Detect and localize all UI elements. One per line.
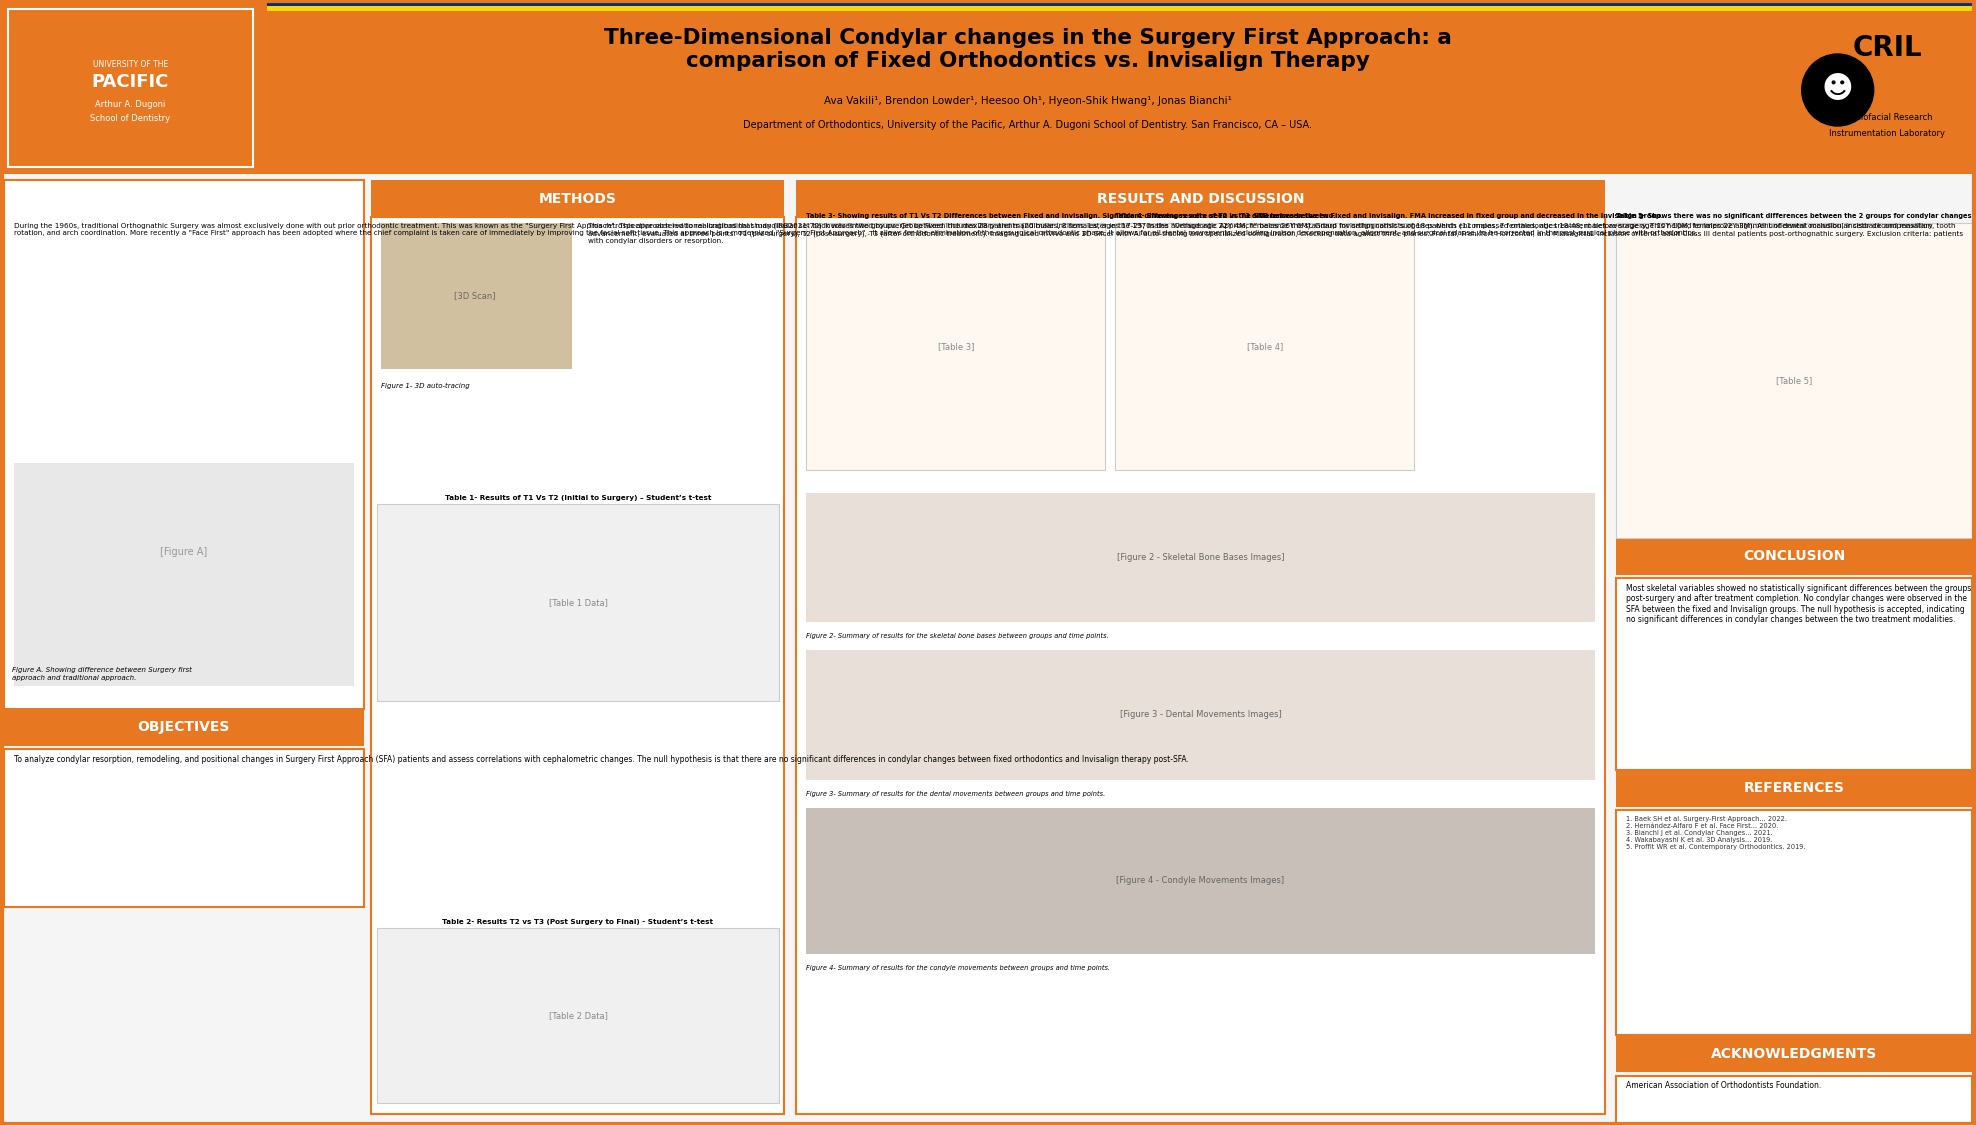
Text: [Figure 3 - Dental Movements Images]: [Figure 3 - Dental Movements Images] [1120,711,1280,720]
Text: Ava Vakili¹, Brendon Lowder¹, Heesoo Oh¹, Hyeon-Shik Hwang¹, Jonas Bianchi¹: Ava Vakili¹, Brendon Lowder¹, Heesoo Oh¹… [824,96,1231,106]
Text: BACKGROUND: BACKGROUND [128,191,239,206]
Text: During the 1960s, traditional Orthognathic Surgery was almost exclusively done w: During the 1960s, traditional Orthognath… [14,223,1956,236]
FancyBboxPatch shape [377,928,779,1102]
Text: [Table 3]: [Table 3] [937,342,974,351]
FancyBboxPatch shape [806,650,1595,780]
FancyBboxPatch shape [1616,770,1972,807]
Text: [Table 2 Data]: [Table 2 Data] [549,1010,607,1019]
Text: This retrospective observational longitudinal study (IRB2021-70) involves two gr: This retrospective observational longitu… [587,223,1962,244]
Circle shape [1802,54,1873,126]
Text: PACIFIC: PACIFIC [91,72,170,90]
Text: Figure A. Showing difference between Surgery first
approach and traditional appr: Figure A. Showing difference between Sur… [12,667,192,681]
Text: [Table 1 Data]: [Table 1 Data] [549,598,607,608]
Text: Table 5- Shows there was no significant differences between the 2 groups for con: Table 5- Shows there was no significant … [1616,214,1976,219]
Text: CONCLUSION: CONCLUSION [1743,549,1846,564]
FancyBboxPatch shape [377,504,779,701]
FancyBboxPatch shape [1616,1076,1972,1125]
FancyBboxPatch shape [806,223,1105,470]
FancyBboxPatch shape [1616,1035,1972,1072]
FancyBboxPatch shape [796,217,1605,1114]
Text: 1. Baek SH et al. Surgery-First Approach... 2022.
2. Hernández-Alfaro F et al. F: 1. Baek SH et al. Surgery-First Approach… [1626,816,1806,849]
Text: Instrumentation Laboratory: Instrumentation Laboratory [1830,129,1944,138]
FancyBboxPatch shape [1114,223,1415,470]
FancyBboxPatch shape [4,709,364,746]
Text: [Table 4]: [Table 4] [1247,342,1282,351]
Text: Figure 4- Summary of results for the condyle movements between groups and time p: Figure 4- Summary of results for the con… [806,965,1111,971]
Text: Table 2- Results T2 vs T3 (Post Surgery to Final) - Student’s t-test: Table 2- Results T2 vs T3 (Post Surgery … [443,919,713,925]
Text: Table 1- Results of T1 Vs T2 (Initial to Surgery) – Student’s t-test: Table 1- Results of T1 Vs T2 (Initial to… [445,495,711,501]
Text: [Table 5]: [Table 5] [1776,376,1812,385]
FancyBboxPatch shape [796,180,1605,217]
Text: School of Dentistry: School of Dentistry [91,114,170,123]
Text: Figure 2- Summary of results for the skeletal bone bases between groups and time: Figure 2- Summary of results for the ske… [806,633,1109,639]
Text: Table 4- Showing results of T2 vs T3 differences between Fixed and Invisalign. F: Table 4- Showing results of T2 vs T3 dif… [1114,214,1664,219]
Text: Arthur A. Dugoni: Arthur A. Dugoni [95,99,166,108]
Text: METHODS: METHODS [539,191,617,206]
FancyBboxPatch shape [1616,810,1972,1035]
Text: Craniofacial Research: Craniofacial Research [1842,112,1933,122]
FancyBboxPatch shape [267,11,1976,17]
FancyBboxPatch shape [4,180,364,709]
FancyBboxPatch shape [806,808,1595,954]
FancyBboxPatch shape [1616,538,1972,575]
Text: OBJECTIVES: OBJECTIVES [138,720,229,735]
Text: ACKNOWLEDGMENTS: ACKNOWLEDGMENTS [1711,1046,1877,1061]
Text: Figure 3- Summary of results for the dental movements between groups and time po: Figure 3- Summary of results for the den… [806,791,1105,796]
FancyBboxPatch shape [381,223,571,369]
Text: Most skeletal variables showed no statistically significant differences between : Most skeletal variables showed no statis… [1626,584,1972,624]
FancyBboxPatch shape [371,180,784,217]
FancyBboxPatch shape [267,6,1976,11]
FancyBboxPatch shape [14,462,354,686]
FancyBboxPatch shape [371,217,784,1114]
FancyBboxPatch shape [806,493,1595,622]
Text: Three-Dimensional Condylar changes in the Surgery First Approach: a
comparison o: Three-Dimensional Condylar changes in th… [603,28,1452,71]
FancyBboxPatch shape [4,6,257,169]
Text: [Figure 2 - Skeletal Bone Bases Images]: [Figure 2 - Skeletal Bone Bases Images] [1116,554,1284,562]
Text: ☻: ☻ [1822,75,1853,105]
FancyBboxPatch shape [4,749,364,907]
Text: UNIVERSITY OF THE: UNIVERSITY OF THE [93,60,168,70]
Text: Department of Orthodontics, University of the Pacific, Arthur A. Dugoni School o: Department of Orthodontics, University o… [743,120,1312,130]
Text: REFERENCES: REFERENCES [1743,781,1846,795]
Text: American Association of Orthodontists Foundation.: American Association of Orthodontists Fo… [1626,1081,1822,1090]
Text: Table 3- Showing results of T1 Vs T2 Differences between Fixed and Invisalign. S: Table 3- Showing results of T1 Vs T2 Dif… [806,214,1336,219]
FancyBboxPatch shape [1616,578,1972,770]
Text: [Figure A]: [Figure A] [160,547,207,557]
Text: CRIL: CRIL [1852,34,1923,62]
FancyBboxPatch shape [4,180,364,217]
FancyBboxPatch shape [267,0,1976,6]
FancyBboxPatch shape [1616,223,1972,538]
Text: RESULTS AND DISCUSSION: RESULTS AND DISCUSSION [1097,191,1304,206]
Text: [3D Scan]: [3D Scan] [454,291,496,300]
Text: Figure 1- 3D auto-tracing: Figure 1- 3D auto-tracing [381,382,470,388]
Text: [Figure 4 - Condyle Movements Images]: [Figure 4 - Condyle Movements Images] [1116,876,1284,885]
FancyBboxPatch shape [0,0,1976,174]
Text: To analyze condylar resorption, remodeling, and positional changes in Surgery Fi: To analyze condylar resorption, remodeli… [14,755,1190,764]
